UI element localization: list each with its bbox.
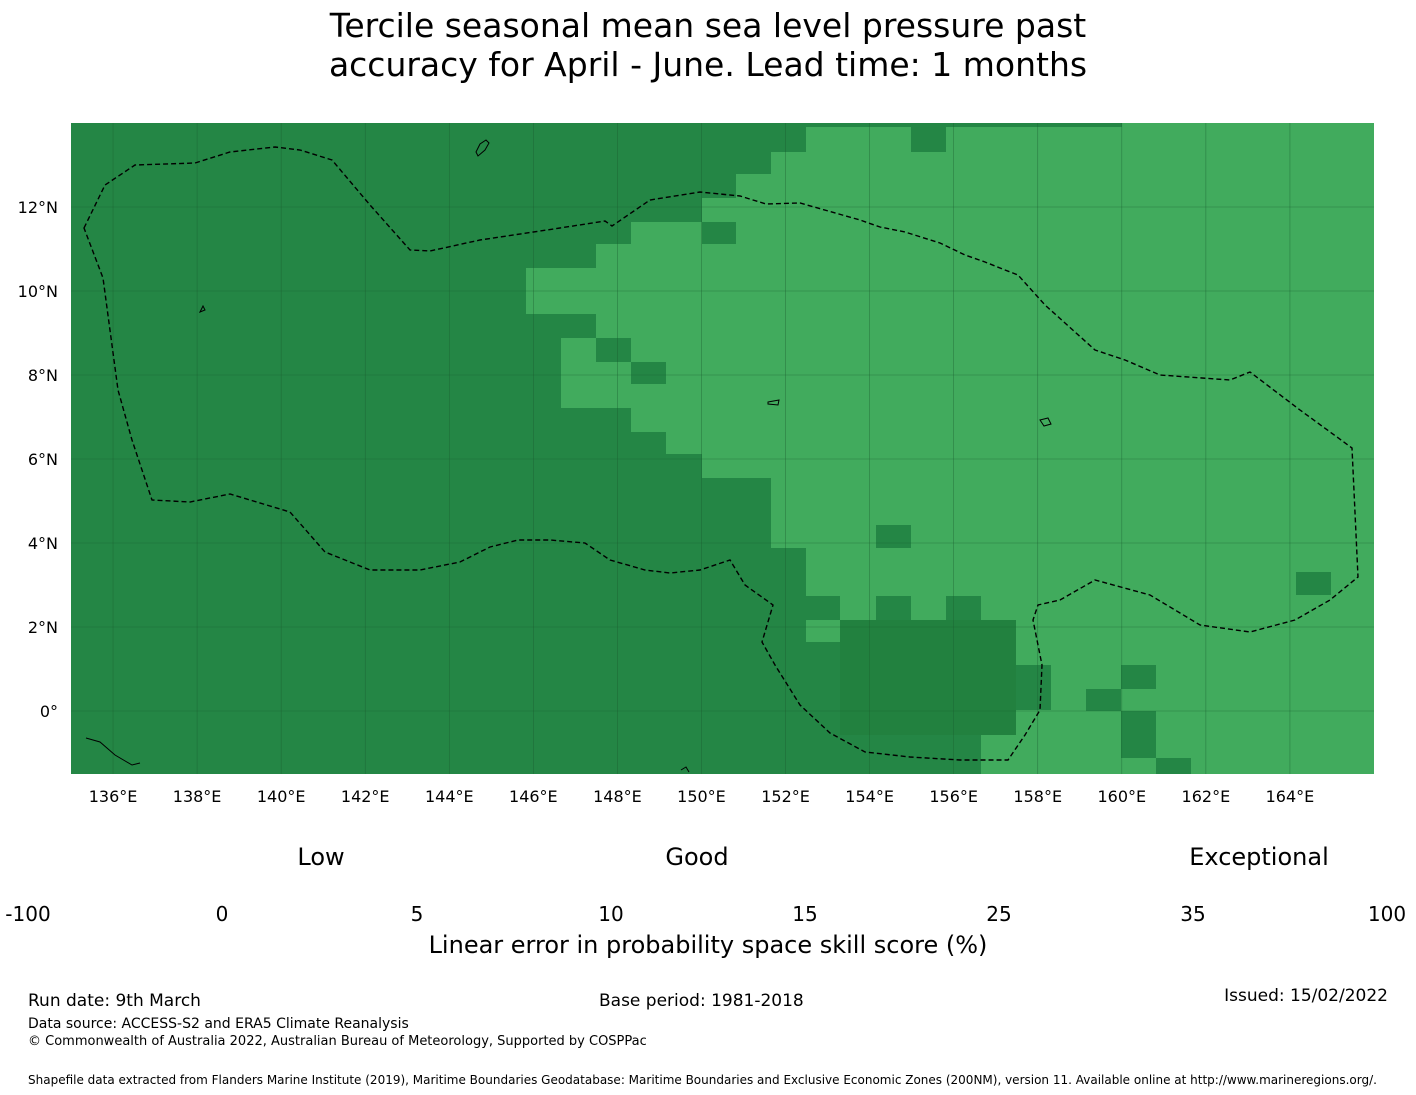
skill-cell-good: [806, 620, 840, 642]
skill-cell-exceptional: [946, 596, 981, 620]
skill-cell-exceptional: [702, 222, 736, 244]
x-tick-label: 154°E: [845, 787, 894, 806]
eez-boundary-west: [83, 146, 1359, 761]
colorbar-tick: -100: [5, 902, 51, 926]
skill-cell-exceptional: [1156, 758, 1191, 774]
issued-date: Issued: 15/02/2022: [1224, 986, 1388, 1006]
category-low: Low: [297, 843, 345, 871]
category-exceptional: Exceptional: [1189, 843, 1329, 871]
y-tick-label: 4°N: [28, 534, 58, 553]
x-tick-label: 142°E: [341, 787, 390, 806]
colorbar-label: Linear error in probability space skill …: [428, 931, 988, 959]
skill-cell-exceptional: [911, 127, 946, 152]
skill-cell-exceptional: [596, 338, 631, 362]
eez-boundary: [83, 146, 1359, 761]
y-tick-label: 6°N: [28, 450, 58, 469]
island-south: [680, 766, 690, 773]
island-east: [1039, 417, 1052, 427]
colorbar-tick: 15: [792, 902, 818, 926]
x-tick-label: 160°E: [1097, 787, 1146, 806]
colorbar-tick: 100: [1367, 902, 1407, 926]
skill-cell-exceptional: [876, 525, 911, 548]
colorbar-tick: 10: [598, 902, 624, 926]
colorbar-tick: 25: [986, 902, 1012, 926]
colorbar-tick: 35: [1180, 902, 1206, 926]
skill-cell-exceptional: [840, 620, 1016, 735]
skill-cell-exceptional: [1121, 665, 1156, 689]
category-good: Good: [665, 843, 729, 871]
skill-region-good: [526, 123, 1374, 774]
guam-island: [475, 139, 490, 157]
colorbar-tick: 5: [410, 902, 424, 926]
skill-cell-exceptional: [806, 596, 840, 620]
colorbar-tick: 0: [215, 902, 229, 926]
x-tick-label: 158°E: [1013, 787, 1062, 806]
map-title: Tercile seasonal mean sea level pressure…: [0, 6, 1416, 84]
x-tick-label: 156°E: [929, 787, 978, 806]
x-tick-label: 164°E: [1266, 787, 1315, 806]
x-tick-label: 136°E: [89, 787, 138, 806]
map-title-line-1: Tercile seasonal mean sea level pressure…: [329, 6, 1087, 45]
x-tick-label: 148°E: [593, 787, 642, 806]
skill-cell-exceptional: [1086, 689, 1121, 711]
skill-cell-exceptional: [1296, 572, 1331, 595]
y-tick-label: 2°N: [28, 618, 58, 637]
x-tick-label: 138°E: [173, 787, 222, 806]
new-guinea-coast: [85, 737, 141, 766]
x-tick-label: 150°E: [677, 787, 726, 806]
shapefile-credit: Shapefile data extracted from Flanders M…: [28, 1073, 1377, 1087]
y-tick-label: 0°: [40, 702, 58, 721]
base-period: Base period: 1981-2018: [599, 991, 804, 1011]
y-tick-label: 8°N: [28, 366, 58, 385]
x-tick-label: 152°E: [761, 787, 810, 806]
x-tick-label: 140°E: [257, 787, 306, 806]
skill-grid: [71, 123, 1374, 774]
palau-island: [198, 304, 206, 313]
x-tick-label: 162°E: [1182, 787, 1231, 806]
run-date: Run date: 9th March: [28, 991, 201, 1011]
x-tick-labels: 136°E 138°E 140°E 142°E 144°E 146°E 148°E 150°E…: [89, 787, 1315, 806]
copyright: © Commonwealth of Australia 2022, Austra…: [28, 1034, 647, 1049]
x-tick-label: 144°E: [425, 787, 474, 806]
map-title-line-2: accuracy for April - June. Lead time: 1 …: [328, 45, 1088, 84]
skill-map: 136°E 138°E 140°E 142°E 144°E 146°E 148°E 150°E…: [18, 123, 1374, 806]
skill-cell-exceptional: [1121, 711, 1156, 758]
x-tick-label: 146°E: [509, 787, 558, 806]
y-tick-labels: 12°N 10°N 8°N 6°N 4°N 2°N 0°: [18, 198, 58, 721]
y-tick-label: 10°N: [18, 282, 58, 301]
island-chuuk: [767, 399, 780, 406]
y-tick-label: 12°N: [18, 198, 58, 217]
skill-cell-exceptional: [631, 362, 666, 384]
skill-cell-exceptional: [876, 596, 911, 620]
islands: [85, 139, 1052, 773]
data-source: Data source: ACCESS-S2 and ERA5 Climate …: [28, 1016, 409, 1032]
skill-cell-exceptional: [806, 123, 1122, 127]
map-gridlines: [71, 123, 1374, 774]
skill-cell-exceptional: [1016, 665, 1051, 710]
